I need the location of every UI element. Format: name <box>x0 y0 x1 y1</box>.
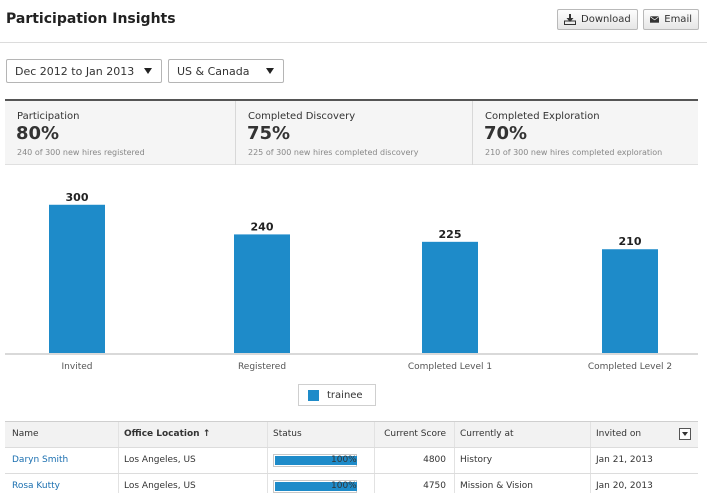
column-divider <box>118 448 119 473</box>
column-header-current[interactable]: Currently at <box>460 429 514 439</box>
column-divider <box>267 422 268 447</box>
date-range-value: Dec 2012 to Jan 2013 <box>15 64 135 78</box>
score-cell: 4800 <box>423 455 446 465</box>
stat-completed-discovery: Completed Discovery 75% 225 of 300 new h… <box>235 101 472 165</box>
category-label: Registered <box>238 362 286 372</box>
status-percent: 100% <box>331 455 357 465</box>
category-label: Invited <box>62 362 93 372</box>
chart-baseline <box>5 353 698 355</box>
stat-subtext: 240 of 300 new hires registered <box>17 148 145 157</box>
participation-bar-chart: 300 Invited 240 Registered 225 Completed Leve… <box>0 185 707 385</box>
bar-completed-level-1[interactable] <box>422 241 478 353</box>
current-cell: History <box>460 455 493 465</box>
stat-value: 75% <box>247 123 291 144</box>
stat-label: Completed Discovery <box>248 111 356 122</box>
column-header-name[interactable]: Name <box>12 429 39 439</box>
bar-invited[interactable] <box>49 204 105 353</box>
column-divider <box>454 422 455 447</box>
stat-value: 80% <box>16 123 60 144</box>
column-header-status[interactable]: Status <box>273 429 302 439</box>
chart-legend[interactable]: trainee <box>298 384 376 406</box>
column-divider <box>454 474 455 493</box>
stat-label: Participation <box>17 111 80 122</box>
envelope-icon <box>650 16 660 23</box>
column-divider <box>590 474 591 493</box>
column-divider <box>374 474 375 493</box>
column-header-office-label: Office Location <box>124 429 200 439</box>
stat-label: Completed Exploration <box>485 111 600 122</box>
stat-subtext: 225 of 300 new hires completed discovery <box>248 148 419 157</box>
column-divider <box>590 448 591 473</box>
arrow-up-icon: ↑ <box>202 429 211 439</box>
invited-cell: Jan 20, 2013 <box>596 481 653 491</box>
chart-svg: 300 Invited 240 Registered 225 Completed Leve… <box>5 191 698 372</box>
email-label: Email <box>664 14 692 25</box>
stat-subtext: 210 of 300 new hires completed explorati… <box>485 148 663 157</box>
stat-completed-exploration: Completed Exploration 70% 210 of 300 new… <box>472 101 698 165</box>
column-divider <box>454 448 455 473</box>
column-divider <box>118 474 119 493</box>
invited-cell: Jan 21, 2013 <box>596 455 653 465</box>
office-cell: Los Angeles, US <box>124 481 196 491</box>
stat-participation: Participation 80% 240 of 300 new hires r… <box>5 101 235 165</box>
participants-table: Name Office Location ↑ Status Current Sc… <box>5 421 698 493</box>
column-header-office[interactable]: Office Location ↑ <box>124 422 210 447</box>
column-divider <box>118 422 119 447</box>
date-range-select[interactable]: Dec 2012 to Jan 2013 <box>6 59 162 83</box>
legend-swatch <box>308 389 319 401</box>
region-select[interactable]: US & Canada <box>168 59 284 83</box>
current-cell: Mission & Vision <box>460 481 533 491</box>
bar-value-label: 240 <box>251 220 274 233</box>
email-button[interactable]: Email <box>643 9 699 30</box>
status-percent: 100% <box>331 481 357 491</box>
column-divider <box>374 448 375 473</box>
column-divider <box>374 422 375 447</box>
status-progress-fill <box>275 482 357 491</box>
participant-name-link[interactable]: Daryn Smith <box>12 455 69 465</box>
bar-value-label: 300 <box>66 191 89 204</box>
stat-value: 70% <box>484 123 528 144</box>
column-header-score[interactable]: Current Score <box>384 429 446 439</box>
bar-value-label: 225 <box>439 228 462 241</box>
table-row[interactable]: Rosa Kutty Los Angeles, US 100% 4750 Mis… <box>5 474 698 493</box>
office-cell: Los Angeles, US <box>124 455 196 465</box>
chevron-down-icon <box>144 68 152 74</box>
download-icon <box>564 14 576 25</box>
download-label: Download <box>581 14 631 25</box>
download-button[interactable]: Download <box>557 9 638 30</box>
category-label: Completed Level 2 <box>588 362 672 372</box>
bar-value-label: 210 <box>619 235 642 248</box>
table-header-row: Name Office Location ↑ Status Current Sc… <box>5 422 698 448</box>
stats-panel: Participation 80% 240 of 300 new hires r… <box>5 99 698 165</box>
chevron-down-icon <box>266 68 274 74</box>
status-progress-bar <box>273 454 357 467</box>
column-divider <box>267 474 268 493</box>
column-divider <box>590 422 591 447</box>
region-value: US & Canada <box>177 64 250 78</box>
bar-registered[interactable] <box>234 234 290 353</box>
column-header-invited[interactable]: Invited on <box>596 429 642 439</box>
category-label: Completed Level 1 <box>408 362 492 372</box>
table-row[interactable]: Daryn Smith Los Angeles, US 100% 4800 Hi… <box>5 448 698 474</box>
bar-completed-level-2[interactable] <box>602 249 658 353</box>
participant-name-link[interactable]: Rosa Kutty <box>12 481 60 491</box>
column-menu-icon[interactable] <box>679 428 691 440</box>
score-cell: 4750 <box>423 481 446 491</box>
page-title: Participation Insights <box>6 11 176 27</box>
status-progress-fill <box>275 456 357 465</box>
column-divider <box>267 448 268 473</box>
legend-label: trainee <box>327 389 363 401</box>
page-header: Participation Insights Download Email <box>0 0 707 43</box>
